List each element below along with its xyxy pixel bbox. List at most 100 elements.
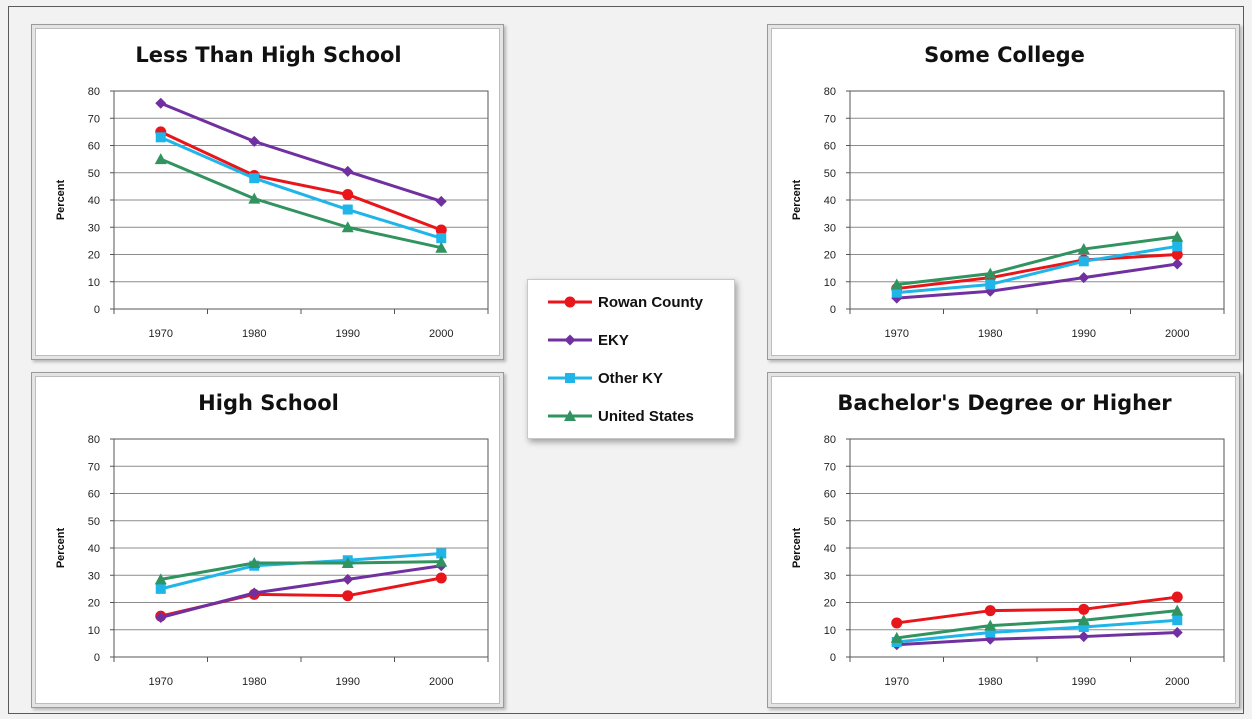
series-line-rowan-county — [896, 595, 1178, 625]
data-point-eky — [248, 135, 260, 147]
data-point-rowan-county — [1171, 591, 1183, 603]
y-tick-label: 0 — [94, 304, 100, 316]
y-tick-label: 10 — [88, 277, 100, 289]
legend-label: United States — [598, 408, 694, 425]
chart-legend: Rowan County EKY Other KY United States — [527, 279, 735, 439]
data-point-eky — [1171, 626, 1183, 638]
x-tick-label: 1990 — [1072, 676, 1096, 688]
y-tick-label: 0 — [830, 652, 836, 664]
series-line-rowan-county — [896, 253, 1178, 291]
y-tick-label: 70 — [824, 113, 836, 125]
data-point-united-states — [341, 556, 354, 568]
data-point-rowan-county — [1171, 249, 1183, 260]
y-tick-label: 30 — [824, 570, 836, 582]
series-line-rowan-county — [160, 576, 442, 618]
y-tick-label: 80 — [824, 434, 836, 446]
y-tick-label: 40 — [88, 195, 100, 207]
data-point-united-states — [435, 555, 448, 567]
y-tick-label: 70 — [88, 113, 100, 125]
y-tick-label: 30 — [824, 222, 836, 234]
data-point-eky — [342, 165, 354, 177]
data-point-rowan-county — [435, 224, 447, 236]
legend-marker-other-ky — [548, 373, 592, 383]
y-tick-label: 50 — [88, 516, 100, 528]
data-point-united-states — [154, 573, 167, 585]
data-point-other-ky — [436, 233, 447, 244]
legend-marker-symbol — [564, 296, 576, 308]
y-tick-label: 80 — [88, 86, 100, 98]
series-line-other-ky — [160, 135, 442, 240]
data-point-eky — [1078, 631, 1090, 643]
data-point-united-states — [890, 278, 903, 290]
x-tick-label: 1980 — [978, 328, 1002, 340]
series-line-united-states — [896, 235, 1178, 286]
series-line-other-ky — [896, 618, 1178, 644]
legend-label: Rowan County — [598, 294, 703, 311]
y-tick-label: 20 — [824, 598, 836, 610]
chart-title: Less Than High School — [135, 43, 401, 67]
chart-title: High School — [198, 391, 339, 415]
data-point-eky — [248, 587, 260, 599]
y-tick-label: 50 — [824, 516, 836, 528]
x-tick-label: 1970 — [149, 328, 173, 340]
chart-svg: Bachelor's Degree or Higher 0 10 20 30 40 50 60… — [791, 391, 1225, 688]
x-tick-label: 1980 — [242, 676, 266, 688]
legend-item-rowan-county: Rowan County — [546, 292, 736, 312]
x-tick-label: 1990 — [1072, 328, 1096, 340]
data-point-united-states — [984, 267, 997, 279]
y-tick-label: 10 — [824, 625, 836, 637]
data-point-rowan-county — [342, 590, 354, 602]
x-tick-label: 2000 — [429, 328, 453, 340]
data-point-united-states — [1077, 614, 1090, 626]
data-point-rowan-county — [342, 189, 354, 201]
data-point-eky — [435, 195, 447, 207]
y-tick-label: 50 — [88, 168, 100, 180]
data-point-rowan-county — [984, 605, 996, 617]
y-axis-label: Percent — [791, 527, 803, 568]
data-point-united-states — [984, 619, 997, 631]
x-tick-label: 2000 — [1165, 676, 1189, 688]
series-line-rowan-county — [160, 130, 442, 232]
data-point-rowan-county — [1078, 603, 1090, 615]
legend-marker-symbol — [564, 410, 576, 421]
legend-marker-united-states — [548, 410, 592, 421]
chart-title: Bachelor's Degree or Higher — [837, 391, 1172, 415]
y-tick-label: 60 — [824, 141, 836, 153]
y-tick-label: 20 — [88, 598, 100, 610]
y-tick-label: 40 — [88, 543, 100, 555]
data-point-rowan-county — [891, 617, 903, 629]
chart-svg: Some College 0 10 20 30 40 50 60 70 80 1970 1980 199… — [791, 43, 1225, 340]
y-tick-label: 30 — [88, 222, 100, 234]
data-point-eky — [342, 573, 354, 585]
data-point-other-ky — [1172, 615, 1183, 626]
series-line-united-states — [160, 157, 442, 250]
data-point-united-states — [248, 556, 261, 568]
y-tick-label: 40 — [824, 543, 836, 555]
data-point-other-ky — [891, 287, 902, 298]
y-tick-label: 70 — [824, 461, 836, 473]
data-point-eky — [1171, 258, 1183, 270]
y-tick-label: 10 — [824, 277, 836, 289]
data-point-eky — [984, 633, 996, 645]
chart-panel-bachelors-degree: Bachelor's Degree or Higher 0 10 20 30 40 50 60… — [767, 372, 1240, 708]
y-tick-label: 80 — [824, 86, 836, 98]
chart-panel-some-college: Some College 0 10 20 30 40 50 60 70 80 1970 1980 199… — [767, 24, 1240, 360]
x-tick-label: 2000 — [1165, 328, 1189, 340]
y-tick-label: 30 — [88, 570, 100, 582]
series-line-eky — [160, 101, 442, 203]
data-point-other-ky — [985, 279, 996, 290]
x-tick-label: 1990 — [336, 328, 360, 340]
legend-item-united-states: United States — [546, 406, 736, 426]
data-point-other-ky — [1078, 622, 1089, 633]
data-point-united-states — [1171, 604, 1184, 616]
y-axis-label: Percent — [791, 179, 803, 220]
legend-marker-symbol — [565, 373, 575, 383]
chart-svg: High School 0 10 20 30 40 50 60 70 80 1970 1980 1990… — [55, 391, 489, 688]
series-line-eky — [896, 630, 1178, 647]
x-tick-label: 1980 — [242, 328, 266, 340]
legend-item-other-ky: Other KY — [546, 368, 736, 388]
chart-title: Some College — [924, 43, 1085, 67]
y-tick-label: 70 — [88, 461, 100, 473]
x-tick-label: 2000 — [429, 676, 453, 688]
legend-marker-rowan-county — [548, 296, 592, 308]
